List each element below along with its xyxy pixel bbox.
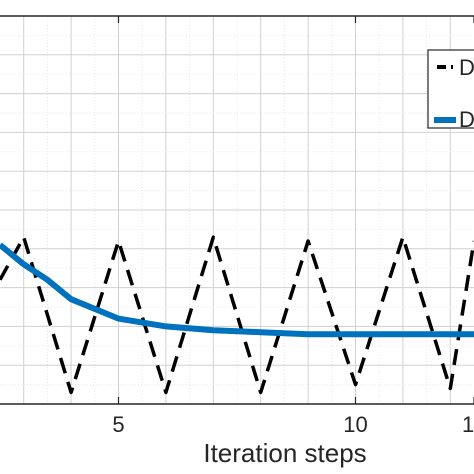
x-tick-label: 10 (343, 412, 367, 437)
x-axis-label: Iteration steps (203, 438, 366, 468)
series-group (0, 235, 474, 395)
grid (0, 15, 474, 405)
legend-entry-2: D (459, 107, 474, 132)
legend-box (427, 49, 474, 129)
series-line-dashed (0, 235, 474, 395)
legend-entry-1: D (459, 55, 474, 80)
plot-frame (0, 15, 474, 405)
series-line-solid (0, 242, 474, 338)
x-tick-label: 5 (112, 412, 124, 437)
x-tick-label: 1 (462, 412, 474, 437)
legend: D D (427, 49, 474, 132)
x-axis: 5 10 1 (112, 16, 474, 437)
